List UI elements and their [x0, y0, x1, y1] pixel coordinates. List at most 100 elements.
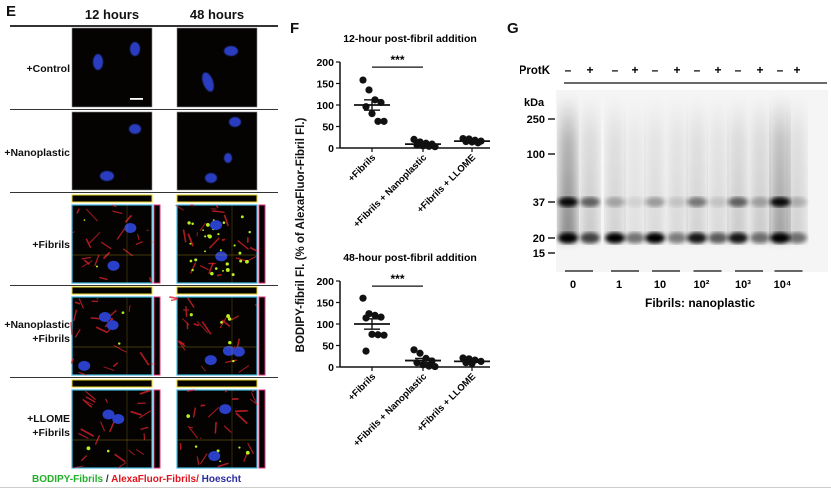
protk-sign: – [777, 63, 784, 77]
protk-sign: + [673, 63, 680, 77]
data-point [359, 294, 367, 302]
blot-xlabel: Fibrils: nanoplastic [645, 296, 755, 310]
band-37kda [787, 197, 807, 207]
band-37kda [750, 197, 770, 207]
row-label-fibrils: +Fibrils [32, 239, 70, 251]
y-tick-label: 150 [316, 298, 334, 310]
band-17kda [605, 232, 625, 244]
row-divider [10, 285, 278, 286]
smear [788, 95, 806, 240]
smear [771, 95, 789, 240]
y-tick-label: 200 [316, 57, 334, 69]
x-tick-label: +Fibrils [346, 152, 378, 184]
band-17kda [645, 232, 665, 244]
y-axis-label: BODIPY-fibril Fl. (% of AlexaFluor-Fibri… [295, 117, 307, 352]
micrograph-fibrils-12h [71, 194, 161, 284]
stain-legend: BODIPY-Fibrils / AlexaFluor-Fibrils/ Hoe… [32, 474, 241, 485]
row-label-line: +LLOME [27, 413, 70, 425]
kda-label: kDa [524, 97, 545, 109]
smear [688, 95, 706, 240]
smear [709, 95, 727, 240]
blot-lane [580, 95, 600, 244]
y-tick-label: 150 [316, 79, 334, 91]
micrograph-fibrils-48h [175, 194, 266, 284]
band-17kda [750, 232, 770, 244]
panel-e-label: E [6, 3, 17, 20]
y-tick-label: 50 [322, 122, 334, 134]
x-tick-label: +Fibrils [346, 371, 378, 403]
blot-lane [605, 95, 625, 244]
row-label-line: +Fibrils [32, 333, 70, 345]
page-bottom-divider [0, 487, 831, 488]
data-point [410, 135, 418, 143]
data-point [380, 331, 388, 339]
band-37kda [667, 197, 687, 207]
blot-lane [645, 95, 665, 244]
blot-lane [708, 95, 728, 244]
row-label-llome-fibrils: +LLOME +Fibrils [0, 412, 70, 440]
data-point [416, 349, 424, 357]
band-17kda [787, 232, 807, 244]
blot-lane [667, 95, 687, 244]
micrograph-llome-fibrils-48h [176, 379, 266, 469]
data-point [368, 330, 376, 338]
band-37kda [770, 197, 790, 207]
row-label-nanoplastic-fibrils: +Nanoplastic +Fibrils [0, 318, 70, 346]
data-point [374, 331, 382, 339]
significance-label: *** [390, 272, 404, 286]
data-point [410, 346, 418, 354]
band-17kda [625, 232, 645, 244]
protk-sign: – [565, 63, 572, 77]
column-header-48h: 48 hours [189, 7, 245, 22]
band-17kda [687, 232, 707, 244]
protk-sign: + [714, 63, 721, 77]
y-tick-label: 200 [316, 276, 334, 288]
legend-separator: / [103, 474, 112, 485]
marker-label: 15 [533, 248, 545, 260]
band-17kda [667, 232, 687, 244]
micrograph-llome-fibrils-12h [71, 379, 161, 469]
protk-sign: – [612, 63, 619, 77]
protk-sign: – [694, 63, 701, 77]
y-tick-label: 50 [322, 341, 334, 353]
legend-hoechst: Hoescht [198, 474, 242, 485]
protk-sign: – [735, 63, 742, 77]
smear [559, 95, 577, 240]
row-divider [10, 192, 278, 193]
data-point [380, 117, 388, 125]
band-37kda [687, 197, 707, 207]
band-37kda [605, 197, 625, 207]
band-37kda [580, 197, 600, 207]
smear [606, 95, 624, 240]
data-point [371, 311, 379, 319]
blot-lane [687, 95, 707, 244]
smear [668, 95, 686, 240]
band-37kda [645, 197, 665, 207]
legend-bodipy: BODIPY-Fibrils [32, 474, 104, 485]
band-37kda [728, 197, 748, 207]
band-17kda [558, 232, 578, 244]
significance-label: *** [390, 53, 404, 67]
data-point [368, 110, 376, 118]
panel-g-label: G [507, 20, 519, 37]
y-tick-label: 0 [328, 362, 334, 374]
marker-label: 37 [533, 197, 545, 209]
row-divider [10, 377, 278, 378]
ratio-label: 10³ [735, 279, 751, 291]
micrograph-grid [70, 27, 266, 469]
marker-label: 100 [527, 149, 545, 161]
blot-lane [625, 95, 645, 244]
data-point [365, 86, 373, 94]
row-label-nanoplastic: +Nanoplastic [4, 147, 70, 159]
data-point [377, 313, 385, 321]
protk-sign: + [793, 63, 800, 77]
smear [729, 95, 747, 240]
micrograph-nanoplastic-48h [176, 111, 258, 191]
chart-48h: 48-hour post-fibril addition 0 50 100 150 200… [316, 252, 490, 449]
ratio-label: 0 [570, 279, 576, 291]
blot-lane [787, 95, 807, 244]
blot-lane [558, 95, 578, 244]
smear [751, 95, 769, 240]
row-divider [10, 109, 278, 110]
blot-lane [728, 95, 748, 244]
